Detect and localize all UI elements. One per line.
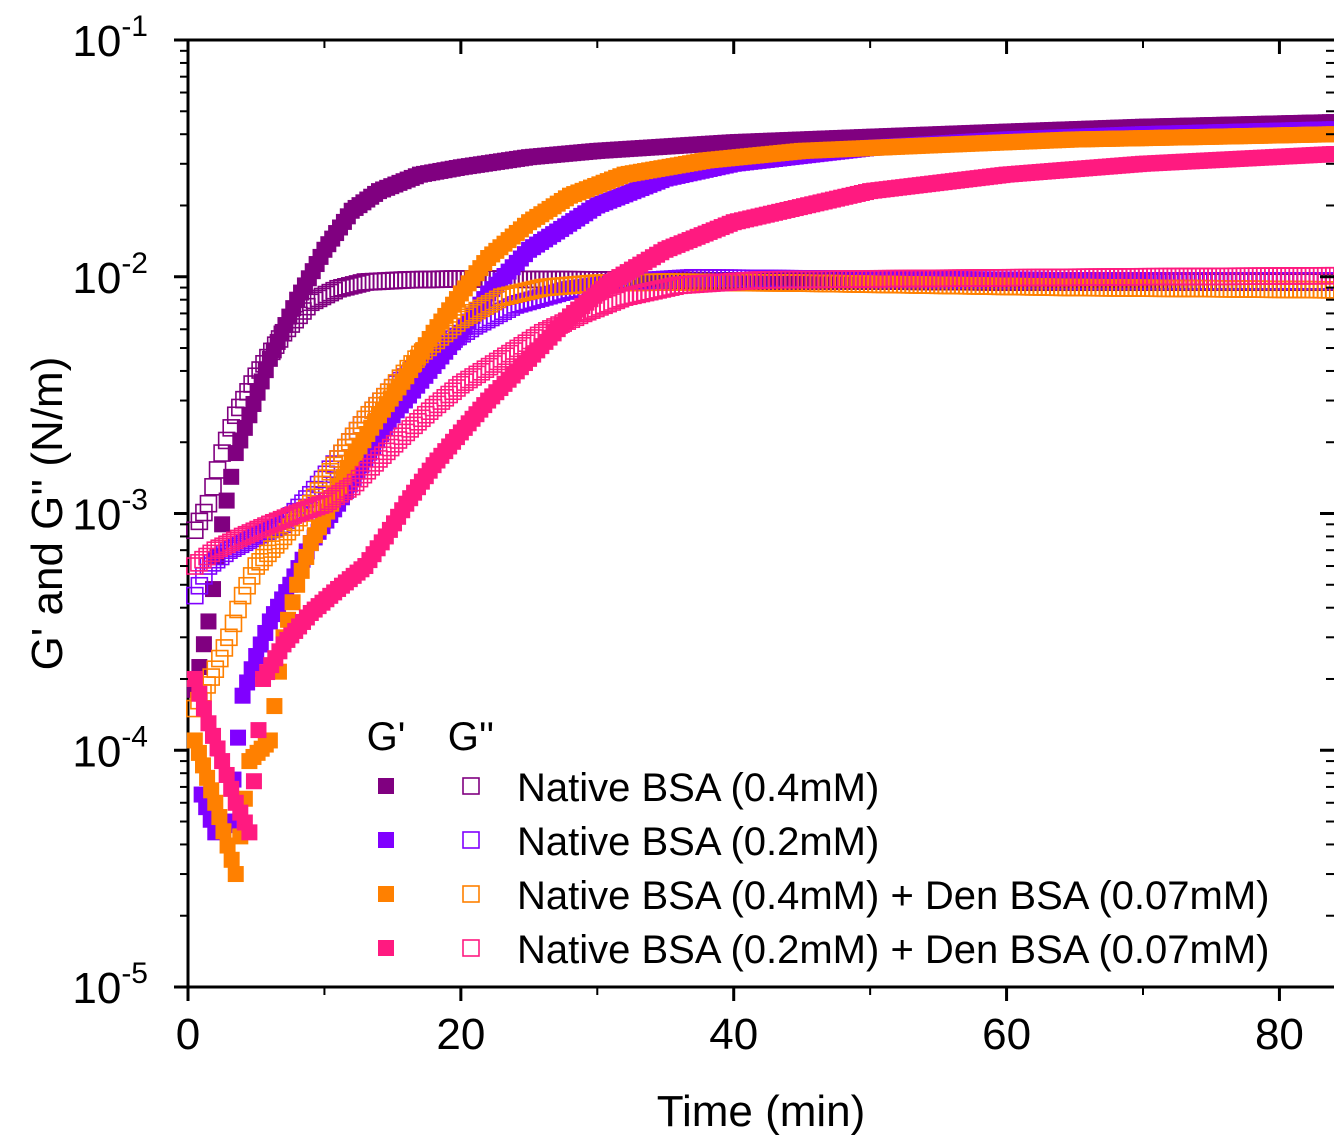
x-tick-label: 60 bbox=[982, 1010, 1031, 1059]
gprime-point bbox=[223, 851, 240, 868]
x-tick-label: 20 bbox=[436, 1010, 485, 1059]
y-tick-label: 10-1 bbox=[72, 10, 148, 66]
gprime-point bbox=[190, 744, 207, 761]
gprime-point bbox=[214, 753, 231, 770]
x-axis-label: Time (min) bbox=[657, 1087, 866, 1136]
legend-marker-gprime bbox=[378, 886, 394, 902]
gprime-point bbox=[289, 576, 306, 593]
legend-entry-label: Native BSA (0.4mM) + Den BSA (0.07mM) bbox=[517, 874, 1269, 918]
gprime-point bbox=[200, 613, 217, 630]
gdoubleprime-point bbox=[186, 586, 204, 605]
gprime-point bbox=[214, 516, 231, 533]
legend-marker-gdoubleprime bbox=[462, 939, 480, 957]
series-1 bbox=[186, 114, 1334, 698]
gdoubleprime-point bbox=[213, 444, 231, 462]
legend-header-gprime: G' bbox=[367, 715, 406, 759]
gprime-point bbox=[186, 670, 203, 687]
gprime-point bbox=[230, 729, 247, 746]
gdoubleprime-point bbox=[238, 576, 256, 595]
x-tick-label: 40 bbox=[709, 1010, 758, 1059]
gprime-point bbox=[219, 837, 236, 854]
gprime-point bbox=[186, 732, 203, 749]
gprime-point bbox=[234, 687, 251, 704]
gdoubleprime-point bbox=[233, 586, 252, 605]
gprime-point bbox=[232, 432, 249, 449]
gdoubleprime-point bbox=[224, 614, 243, 633]
legend-entry-label: Native BSA (0.2mM) + Den BSA (0.07mM) bbox=[517, 928, 1269, 972]
gprime-point bbox=[239, 674, 256, 691]
gprime-point bbox=[293, 562, 310, 579]
legend-marker-gdoubleprime bbox=[462, 831, 480, 849]
axes-layer: 0 20 40 60 80 10-5 10-4 10-3 10-2 10-1 bbox=[72, 10, 1334, 1059]
x-tick-label: 0 bbox=[176, 1010, 200, 1059]
y-tick-label: 10-4 bbox=[72, 720, 148, 776]
gprime-point bbox=[266, 698, 283, 715]
gprime-point bbox=[1326, 145, 1334, 162]
gprime-point bbox=[223, 780, 240, 797]
gprime-point bbox=[218, 492, 235, 509]
legend-marker-gdoubleprime bbox=[462, 885, 480, 903]
series-4 bbox=[186, 145, 1334, 841]
gprime-point bbox=[205, 581, 222, 598]
gprime-point bbox=[218, 766, 235, 783]
gprime-point bbox=[211, 809, 228, 826]
y-tick-label: 10-2 bbox=[72, 247, 148, 303]
legend: G' G'' Native BSA (0.4mM) Native BSA (0.2mM… bbox=[367, 715, 1270, 972]
gprime-point bbox=[215, 823, 232, 840]
gprime-point bbox=[203, 782, 220, 799]
legend-marker-gprime bbox=[378, 832, 394, 848]
gprime-point bbox=[298, 548, 315, 565]
x-tick-label: 80 bbox=[1255, 1010, 1304, 1059]
gprime-point bbox=[200, 715, 217, 732]
gdoubleprime-point bbox=[204, 478, 222, 496]
legend-entry-label: Native BSA (0.2mM) bbox=[517, 820, 879, 864]
legend-header-gdoubleprime: G'' bbox=[448, 715, 494, 759]
gprime-point bbox=[209, 740, 226, 757]
y-tick-label: 10-3 bbox=[72, 484, 148, 540]
gdoubleprime-point bbox=[186, 521, 204, 540]
gdoubleprime-point bbox=[195, 503, 213, 522]
gdoubleprime-point bbox=[229, 600, 247, 619]
gdoubleprime-point bbox=[190, 576, 209, 595]
gprime-point bbox=[241, 824, 258, 841]
gprime-point bbox=[245, 773, 262, 790]
y-axis-label: G' and G'' (N/m) bbox=[23, 357, 72, 671]
series-layer bbox=[186, 114, 1334, 883]
gprime-point bbox=[236, 419, 253, 436]
legend-marker-gprime bbox=[378, 940, 394, 956]
gdoubleprime-point bbox=[199, 494, 218, 513]
gdoubleprime-point bbox=[1325, 281, 1334, 299]
legend-entry-label: Native BSA (0.4mM) bbox=[517, 766, 879, 810]
gprime-point bbox=[195, 757, 212, 774]
gprime-point bbox=[191, 685, 208, 702]
gdoubleprime-point bbox=[211, 649, 229, 668]
gdoubleprime-point bbox=[206, 660, 225, 678]
gdoubleprime-point bbox=[208, 461, 227, 479]
gdoubleprime-point bbox=[190, 512, 209, 531]
y-tick-label: 10-5 bbox=[72, 957, 148, 1013]
gprime-point bbox=[199, 769, 216, 786]
series-2 bbox=[186, 121, 1334, 841]
gprime-point bbox=[195, 700, 212, 717]
gprime-point bbox=[207, 794, 224, 811]
gprime-point bbox=[250, 722, 267, 739]
gdoubleprime-point bbox=[220, 628, 238, 647]
legend-marker-gprime bbox=[378, 778, 394, 794]
gprime-point bbox=[195, 636, 212, 653]
gprime-point bbox=[223, 468, 240, 485]
legend-marker-gdoubleprime bbox=[462, 777, 480, 795]
gdoubleprime-point bbox=[215, 639, 234, 657]
gprime-point bbox=[205, 727, 222, 744]
gprime-point bbox=[227, 445, 244, 462]
gprime-point bbox=[227, 866, 244, 883]
gprime-point bbox=[284, 594, 301, 611]
